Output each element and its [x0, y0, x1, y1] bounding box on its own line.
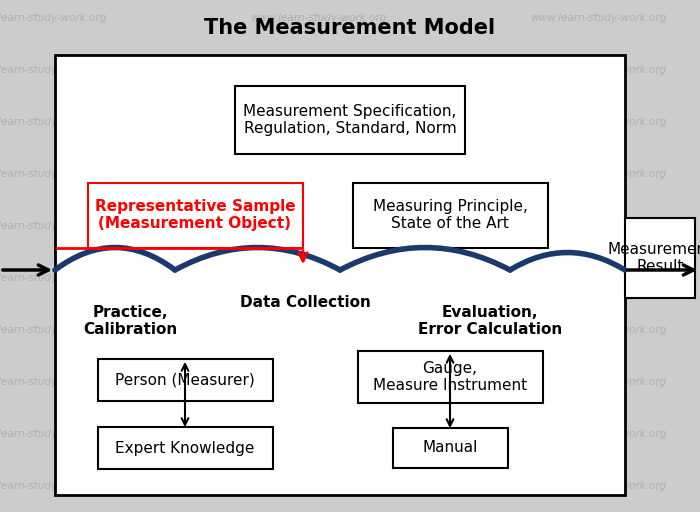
Text: www.learn-study-work.org: www.learn-study-work.org — [250, 117, 386, 127]
Text: www.learn-study-work.org: www.learn-study-work.org — [250, 325, 386, 335]
Text: www.learn-study-work.org: www.learn-study-work.org — [530, 273, 666, 283]
Text: Representative Sample
(Measurement Object): Representative Sample (Measurement Objec… — [94, 199, 295, 231]
Text: Measurement
Result: Measurement Result — [608, 242, 700, 274]
Text: www.learn-study-work.org: www.learn-study-work.org — [250, 13, 386, 23]
Text: www.learn-study-work.org: www.learn-study-work.org — [530, 13, 666, 23]
Text: www.learn-study-work.org: www.learn-study-work.org — [530, 65, 666, 75]
Text: www.learn-study-work.org: www.learn-study-work.org — [250, 65, 386, 75]
Bar — [88, 182, 302, 247]
Text: Evaluation,
Error Calculation: Evaluation, Error Calculation — [418, 305, 562, 337]
Bar — [55, 55, 625, 495]
Text: www.learn-study-work.org: www.learn-study-work.org — [0, 377, 106, 387]
Bar — [358, 351, 542, 403]
Text: Expert Knowledge: Expert Knowledge — [116, 440, 255, 456]
Bar — [393, 428, 508, 468]
Text: www.learn-study-work.org: www.learn-study-work.org — [0, 429, 106, 439]
Text: www.learn-study-work.org: www.learn-study-work.org — [0, 325, 106, 335]
Text: www.learn-study-work.org: www.learn-study-work.org — [0, 13, 106, 23]
Bar — [625, 218, 695, 298]
Text: www.learn-study-work.org: www.learn-study-work.org — [250, 221, 386, 231]
Text: www.learn-study-work.org: www.learn-study-work.org — [0, 169, 106, 179]
Text: www.learn-study-work.org: www.learn-study-work.org — [530, 377, 666, 387]
Bar — [97, 427, 272, 469]
Text: www.learn-study-work.org: www.learn-study-work.org — [530, 169, 666, 179]
Text: www.learn-study-work.org: www.learn-study-work.org — [530, 221, 666, 231]
Text: www.learn-study-work.org: www.learn-study-work.org — [250, 429, 386, 439]
Text: Data Collection: Data Collection — [239, 295, 370, 310]
Text: Measurement Specification,
Regulation, Standard, Norm: Measurement Specification, Regulation, S… — [244, 104, 456, 136]
Text: www.learn-study-work.org: www.learn-study-work.org — [530, 325, 666, 335]
Text: www.learn-study-work.org: www.learn-study-work.org — [0, 117, 106, 127]
Text: Practice,
Calibration: Practice, Calibration — [83, 305, 177, 337]
Text: www.learn-study-work.org: www.learn-study-work.org — [250, 169, 386, 179]
Text: www.learn-study-work.org: www.learn-study-work.org — [250, 377, 386, 387]
Text: The Measurement Model: The Measurement Model — [204, 18, 496, 38]
Text: www.learn-study-work.org: www.learn-study-work.org — [0, 221, 106, 231]
Text: Measuring Principle,
State of the Art: Measuring Principle, State of the Art — [372, 199, 527, 231]
Bar — [97, 359, 272, 401]
Bar — [353, 182, 547, 247]
Text: www.learn-study-work.org: www.learn-study-work.org — [0, 481, 106, 491]
Text: www.learn-study-work.org: www.learn-study-work.org — [530, 429, 666, 439]
Text: www.learn-study-work.org: www.learn-study-work.org — [0, 273, 106, 283]
Text: Person (Measurer): Person (Measurer) — [115, 373, 255, 388]
Text: Gauge,
Measure Instrument: Gauge, Measure Instrument — [373, 361, 527, 393]
Text: Manual: Manual — [422, 440, 477, 456]
Bar — [235, 86, 465, 154]
Text: www.learn-study-work.org: www.learn-study-work.org — [250, 481, 386, 491]
Text: www.learn-study-work.org: www.learn-study-work.org — [530, 117, 666, 127]
Text: www.learn-study-work.org: www.learn-study-work.org — [530, 481, 666, 491]
Text: www.learn-study-work.org: www.learn-study-work.org — [0, 65, 106, 75]
Text: www.learn-study-work.org: www.learn-study-work.org — [250, 273, 386, 283]
